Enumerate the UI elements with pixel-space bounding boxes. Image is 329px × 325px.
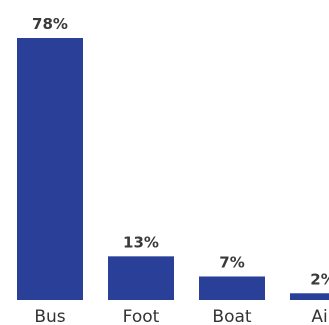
value-label-foot: 13% <box>123 233 159 251</box>
category-label-air: Air <box>311 307 329 325</box>
value-label-air: 2% <box>310 270 329 288</box>
bar-air <box>290 293 329 300</box>
category-label-foot: Foot <box>123 307 160 325</box>
category-label-bus: Bus <box>34 307 65 325</box>
value-label-bus: 78% <box>32 15 68 33</box>
category-label-boat: Boat <box>212 307 251 325</box>
bar-foot <box>108 256 174 300</box>
bar-bus <box>17 38 83 300</box>
value-label-boat: 7% <box>219 253 244 271</box>
bar-boat <box>199 276 265 300</box>
